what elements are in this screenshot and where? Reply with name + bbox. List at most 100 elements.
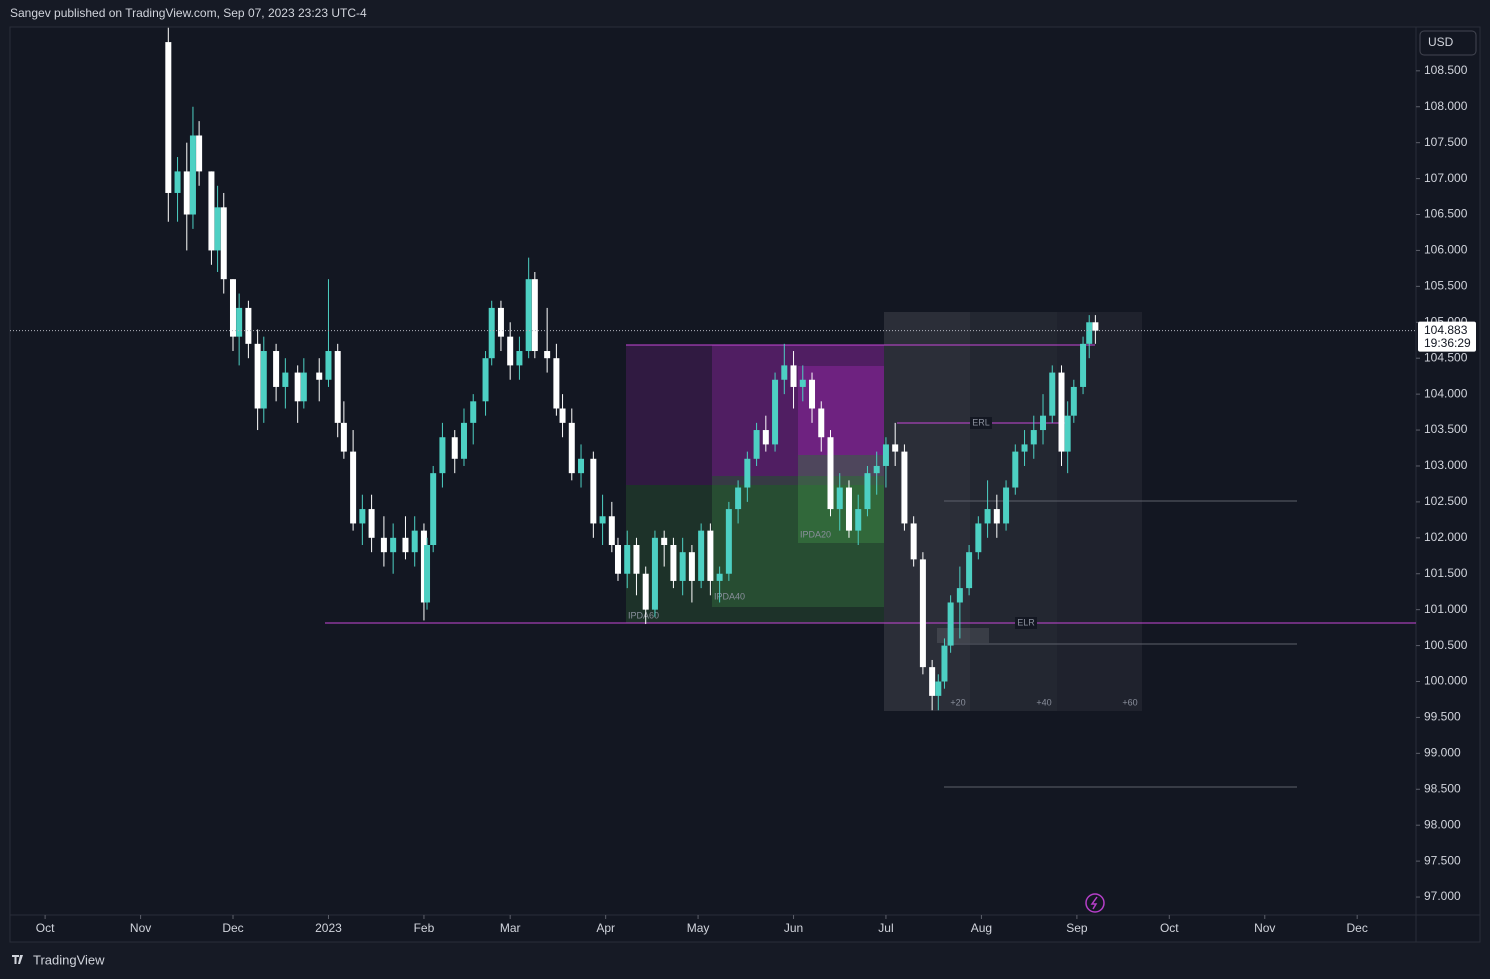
candle-body [568, 422, 575, 474]
candle-body [1070, 386, 1077, 416]
candle-body [935, 681, 942, 696]
candle-body [1064, 415, 1071, 452]
candle-body [183, 171, 190, 215]
candle-body [919, 559, 926, 668]
candle-body [245, 307, 252, 344]
candle-body [642, 573, 649, 610]
candle-body [229, 279, 236, 337]
candle-body [633, 545, 640, 574]
candle-body [735, 487, 742, 510]
candle-body [716, 573, 723, 581]
x-tick-label: Dec [222, 921, 243, 935]
candle-body [1058, 372, 1065, 452]
candle-body [359, 509, 366, 524]
candle-body [661, 537, 668, 545]
y-tick-label: 100.000 [1424, 674, 1468, 688]
x-tick-label: Oct [36, 921, 55, 935]
candle-body [380, 537, 387, 553]
candle-body [553, 358, 560, 409]
candles [165, 27, 1099, 711]
candle-body [799, 379, 806, 387]
y-tick-label: 98.500 [1424, 781, 1461, 795]
candle-body [790, 365, 797, 387]
candle-body [507, 336, 514, 366]
y-tick-label: 100.500 [1424, 638, 1468, 652]
candle-body [809, 379, 816, 409]
y-tick-label: 107.000 [1424, 171, 1468, 185]
candle-body [975, 523, 982, 553]
candle-body [845, 487, 852, 531]
candle-body [214, 207, 221, 251]
brand-logo [12, 955, 23, 964]
candle-body [993, 509, 1000, 524]
candle-body [350, 451, 357, 524]
candle-body [873, 465, 880, 474]
candle-body [390, 537, 397, 553]
candle-body [725, 509, 732, 574]
candle-body [855, 509, 862, 531]
candle-body [956, 588, 963, 603]
candle-body [544, 351, 551, 359]
event-icon[interactable] [1085, 893, 1105, 913]
candle-body [525, 279, 532, 352]
candle-body [781, 365, 788, 380]
annotation: IPDA40 [714, 591, 745, 601]
y-tick-label: 97.500 [1424, 853, 1461, 867]
y-tick-label: 101.000 [1424, 602, 1468, 616]
footer: TradingView [12, 952, 105, 967]
zone-ipda60-premium [626, 345, 884, 485]
candle-body [482, 358, 489, 402]
candle-body [196, 135, 203, 172]
x-tick-label: Jun [784, 921, 803, 935]
candle-body [1030, 430, 1037, 445]
x-tick-label: Feb [414, 921, 435, 935]
candle-body [420, 530, 427, 603]
y-tick-label: 102.500 [1424, 494, 1468, 508]
candle-body [1049, 372, 1056, 416]
y-tick-label: 108.500 [1424, 63, 1468, 77]
candle-body [599, 516, 606, 524]
candle-body [590, 458, 597, 524]
candle-body [1021, 444, 1028, 452]
candle-body [430, 473, 437, 545]
y-tick-label: 105.500 [1424, 279, 1468, 293]
candle-body [1086, 322, 1093, 344]
x-tick-label: 2023 [315, 921, 342, 935]
candle-body [340, 422, 347, 452]
candle-body [411, 530, 418, 553]
candle-body [578, 458, 585, 474]
x-tick-label: Oct [1160, 921, 1179, 935]
label-bg [970, 417, 992, 429]
candle-body [236, 307, 243, 337]
annotation: +20 [950, 697, 965, 707]
annotation: +60 [1122, 697, 1137, 707]
y-tick-label: 99.000 [1424, 746, 1461, 760]
candle-body [439, 437, 446, 474]
x-tick-label: Aug [971, 921, 992, 935]
candle-body [559, 408, 566, 423]
candle-body [614, 545, 621, 574]
zone-ipda40-premium [712, 345, 884, 476]
candle-body [707, 530, 714, 581]
header-text: Sangev published on TradingView.com, Sep… [10, 6, 367, 20]
currency[interactable]: USD [1428, 35, 1454, 49]
x-tick-label: Dec [1347, 921, 1368, 935]
candle-body [670, 545, 677, 581]
y-tick-label: 103.500 [1424, 422, 1468, 436]
x-tick-label: Mar [500, 921, 521, 935]
candle-body [470, 401, 477, 423]
candle-body [1040, 415, 1047, 431]
y-tick-label: 107.500 [1424, 135, 1468, 149]
candle-body [624, 545, 631, 574]
candle-body [516, 351, 523, 366]
event-icon-bolt [1090, 896, 1098, 910]
y-tick-label: 102.000 [1424, 530, 1468, 544]
x-tick-label: May [687, 921, 710, 935]
candle-body [608, 516, 615, 545]
label-bg [1015, 617, 1037, 629]
zone-ipda20-premium [798, 366, 884, 455]
annotation: IPDA20 [800, 529, 831, 539]
currency-button[interactable] [1419, 30, 1477, 56]
